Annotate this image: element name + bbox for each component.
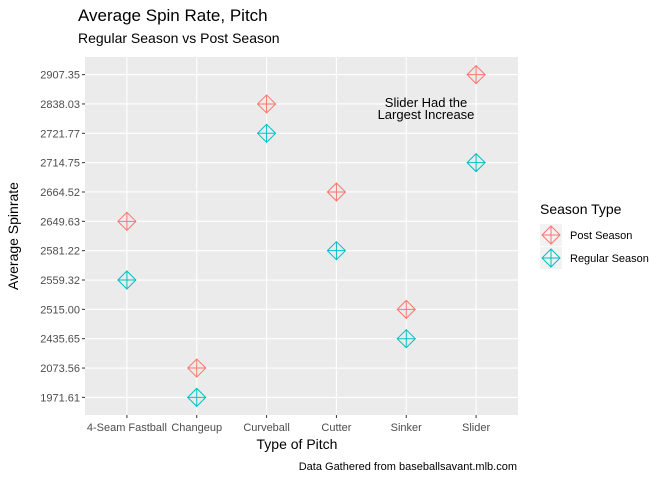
data-point (396, 299, 416, 320)
x-tick-label: 4-Seam Fastball (87, 422, 167, 434)
y-axis-title: Average Spinrate (5, 182, 21, 290)
x-tick-label: Sinker (391, 422, 423, 434)
data-point (466, 152, 486, 173)
data-point (396, 328, 416, 349)
y-tick-label: 1971.61 (40, 392, 80, 404)
legend-label: Post Season (570, 230, 632, 242)
annotation-line-1: Slider Had the (385, 95, 467, 110)
y-tick-label: 2721.77 (40, 128, 80, 140)
y-tick-label: 2649.63 (40, 216, 80, 228)
legend-title: Season Type (540, 201, 622, 217)
y-tick-label: 2581.22 (40, 246, 80, 258)
y-tick-label: 2907.35 (40, 70, 80, 82)
y-tick-label: 2073.56 (40, 363, 80, 375)
y-tick-label: 2714.75 (40, 158, 80, 170)
data-point (187, 387, 207, 408)
data-points (117, 64, 486, 408)
y-axis-ticks: 1971.61 2073.56 2435.65 2515.00 2559.32 2581.… (40, 70, 85, 404)
data-point (117, 211, 137, 232)
y-tick-label: 2515.00 (40, 304, 80, 316)
data-point (326, 240, 347, 261)
legend-key (541, 248, 561, 268)
data-point (326, 182, 347, 202)
chart-caption: Data Gathered from baseballsavant.mlb.co… (299, 461, 517, 473)
x-axis-title: Type of Pitch (257, 436, 338, 452)
x-tick-label: Changeup (171, 422, 222, 434)
data-point (117, 270, 137, 290)
legend-key (541, 225, 561, 245)
x-tick-label: Cutter (321, 422, 351, 434)
data-point (466, 64, 486, 85)
x-axis-ticks: 4-Seam Fastball Changeup Curveball Cutter Si… (87, 415, 490, 434)
y-tick-label: 2838.03 (40, 99, 80, 111)
chart-subtitle: Regular Season vs Post Season (78, 30, 280, 46)
y-tick-label: 2559.32 (40, 275, 80, 287)
chart-title: Average Spin Rate, Pitch (78, 6, 268, 25)
x-tick-label: Curveball (243, 422, 289, 434)
data-point (256, 123, 277, 144)
x-tick-label: Slider (462, 422, 490, 434)
data-point (187, 358, 207, 378)
data-point (256, 94, 277, 114)
legend-label: Regular Season (570, 253, 649, 265)
y-tick-label: 2664.52 (40, 187, 80, 199)
annotation-line-2: Largest Increase (378, 107, 475, 122)
legend: Season Type Post Season Regular Season (540, 201, 649, 269)
grid (85, 57, 518, 415)
y-tick-label: 2435.65 (40, 334, 80, 346)
plot-panel (85, 57, 518, 415)
